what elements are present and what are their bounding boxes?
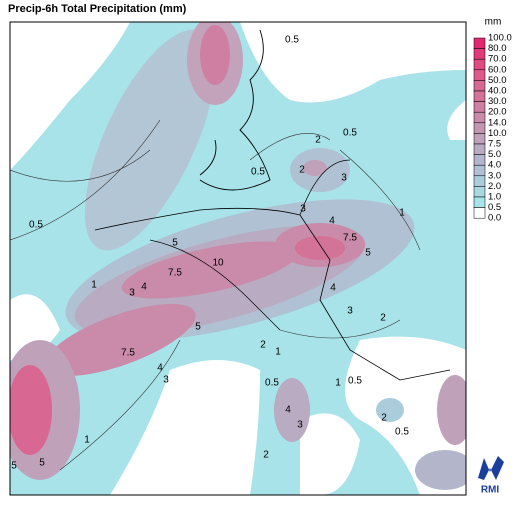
- contour-label: 2: [299, 165, 305, 176]
- legend-unit: mm: [485, 17, 502, 28]
- legend-swatch: [473, 207, 486, 219]
- legend-swatch: [473, 111, 486, 124]
- legend-label: 70.0: [488, 54, 507, 65]
- contour-label: 0.5: [285, 35, 299, 46]
- map-title: Precip-6h Total Precipitation (mm): [8, 3, 187, 15]
- legend-swatch: [473, 143, 486, 155]
- contour-label: 3: [129, 288, 135, 299]
- legend-label: 30.0: [488, 96, 507, 107]
- legend-label: 50.0: [488, 75, 507, 86]
- legend: 100.080.070.060.050.040.030.020.014.010.…: [473, 33, 512, 224]
- logo-text: RMI: [481, 485, 500, 496]
- contour-label: 3: [297, 420, 303, 431]
- contour-label: 5: [11, 461, 17, 472]
- contour-label: 0.5: [265, 378, 279, 389]
- contour-label: 5: [172, 238, 178, 249]
- contour-label: 1: [91, 280, 97, 291]
- contour-label: 3: [341, 173, 347, 184]
- contour-label: 4: [330, 283, 336, 294]
- legend-swatch: [473, 90, 486, 102]
- contour-label: 0.5: [395, 427, 409, 438]
- legend-swatch: [473, 37, 486, 49]
- contour-label: 3: [163, 375, 169, 386]
- contour-label: 7.5: [121, 348, 135, 359]
- legend-swatch: [473, 122, 486, 134]
- legend-label: 2.0: [488, 181, 501, 192]
- legend-label: 1.0: [488, 192, 501, 203]
- contour-label: 5: [195, 322, 201, 333]
- contour-label: 2: [381, 413, 387, 424]
- legend-label: 3.0: [488, 170, 501, 181]
- contour-label: 5: [365, 248, 371, 259]
- legend-label: 5.0: [488, 149, 501, 160]
- contour-label: 1: [399, 208, 405, 219]
- contour-label: 4: [157, 363, 163, 374]
- legend-swatch: [473, 80, 486, 92]
- legend-swatch: [473, 101, 486, 113]
- legend-label: 10.0: [488, 128, 507, 139]
- legend-swatch: [473, 69, 486, 81]
- legend-label: 0.5: [488, 202, 501, 213]
- contour-label: 0.5: [29, 220, 43, 231]
- legend-swatch: [473, 196, 486, 208]
- legend-label: 60.0: [488, 64, 507, 75]
- legend-label: 20.0: [488, 107, 507, 118]
- legend-label: 100.0: [488, 33, 512, 44]
- contour-label: 2: [315, 135, 321, 146]
- map-frame: [9, 21, 467, 496]
- legend-swatch: [473, 154, 486, 166]
- contour-label: 7.5: [168, 268, 182, 279]
- contour-label: 10: [212, 258, 224, 269]
- contour-label: 2: [380, 313, 386, 324]
- contour-label: 7.5: [343, 233, 357, 244]
- contour-label: 2: [263, 450, 269, 461]
- legend-label: 40.0: [488, 86, 507, 97]
- contour-label: 4: [141, 282, 147, 293]
- legend-label: 0.0: [488, 213, 501, 224]
- legend-swatch: [473, 133, 486, 145]
- contour-label: 5: [39, 458, 45, 469]
- contour-label: 1: [275, 347, 281, 358]
- legend-label: 14.0: [488, 117, 507, 128]
- contour-label: 0.5: [343, 128, 357, 139]
- contour-label: 2: [260, 340, 266, 351]
- contour-label: 0.5: [251, 167, 265, 178]
- legend-label: 80.0: [488, 43, 507, 54]
- contour-label: 0.5: [348, 376, 362, 387]
- contour-label: 4: [285, 405, 291, 416]
- contour-label: 3: [300, 204, 306, 215]
- legend-swatch: [473, 186, 486, 198]
- legend-swatch: [473, 48, 486, 60]
- legend-swatch: [473, 175, 486, 187]
- legend-swatch: [473, 58, 486, 71]
- contour-label: 3: [347, 306, 353, 317]
- legend-swatch: [473, 164, 486, 177]
- contour-label: 1: [84, 435, 90, 446]
- logo: RMI: [478, 456, 504, 496]
- contour-label: 4: [329, 216, 335, 227]
- contour-label: 1: [335, 378, 341, 389]
- precip-field: [10, 22, 466, 495]
- legend-label: 4.0: [488, 160, 501, 171]
- legend-label: 7.5: [488, 139, 501, 150]
